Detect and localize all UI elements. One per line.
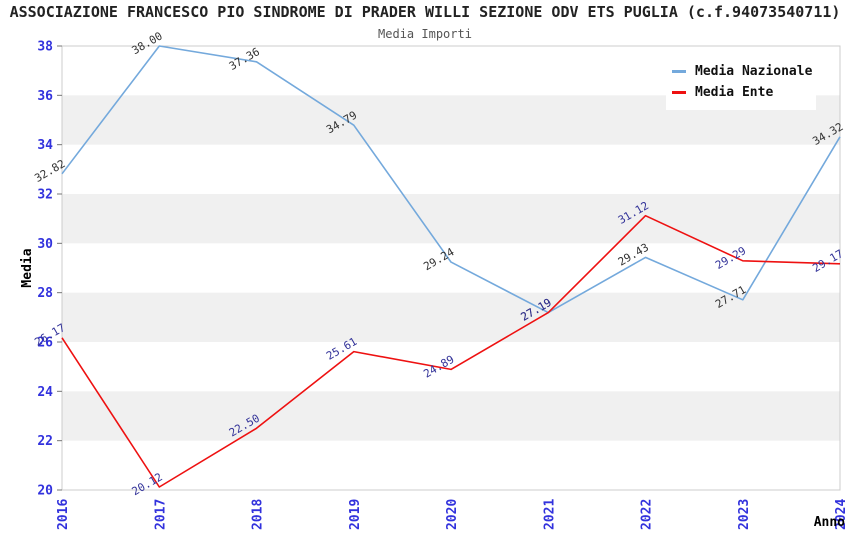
chart-subtitle: Media Importi (378, 27, 472, 41)
chart-title: ASSOCIAZIONE FRANCESCO PIO SINDROME DI P… (9, 3, 841, 21)
series-line-media-ente (61, 214, 841, 488)
data-label: 29.24 (421, 245, 457, 273)
x-tick-label: 2016 (56, 499, 71, 530)
x-tick-label: 2020 (445, 499, 460, 530)
x-tick-label: 2021 (542, 499, 557, 530)
legend-item-media-ente: Media Ente (672, 82, 810, 103)
grid-band (62, 292, 840, 342)
y-tick-label: 30 (37, 237, 53, 252)
y-tick-label: 28 (37, 286, 53, 301)
x-tick-label: 2024 (834, 499, 849, 530)
y-tick-label: 20 (37, 484, 53, 499)
data-label: 20.12 (130, 470, 165, 498)
y-tick-label: 24 (37, 385, 53, 400)
grid-band (62, 391, 840, 441)
grid-band (62, 194, 840, 244)
y-tick-label: 26 (37, 336, 53, 351)
legend-swatch-media-nazionale-icon (672, 70, 686, 73)
legend-item-media-nazionale: Media Nazionale (672, 61, 813, 82)
series-line-media-nazionale (61, 45, 841, 314)
data-label: 38.00 (130, 29, 165, 57)
y-tick-label: 38 (37, 40, 53, 55)
y-axis-title: Media (20, 248, 35, 287)
x-tick-label: 2018 (251, 499, 266, 530)
x-tick-label: 2022 (640, 499, 655, 530)
legend-swatch-media-ente-icon (672, 91, 686, 94)
y-tick-label: 36 (37, 89, 53, 104)
x-axis-title: Anno (814, 515, 845, 530)
x-tick-label: 2023 (737, 499, 752, 530)
legend-label-media-nazionale: Media Nazionale (695, 64, 813, 79)
plot-border (61, 45, 841, 491)
y-tick-label: 32 (37, 188, 53, 203)
legend-label-media-ente: Media Ente (695, 85, 774, 100)
x-tick-label: 2017 (153, 499, 168, 530)
chart-legend: Media Nazionale Media Ente (666, 54, 816, 110)
y-tick-label: 34 (37, 138, 53, 153)
y-tick-label: 22 (37, 434, 53, 449)
data-label: 24.89 (421, 353, 456, 381)
x-tick-label: 2019 (348, 499, 363, 530)
data-label: 37.36 (227, 45, 262, 73)
data-label: 29.29 (713, 244, 748, 272)
